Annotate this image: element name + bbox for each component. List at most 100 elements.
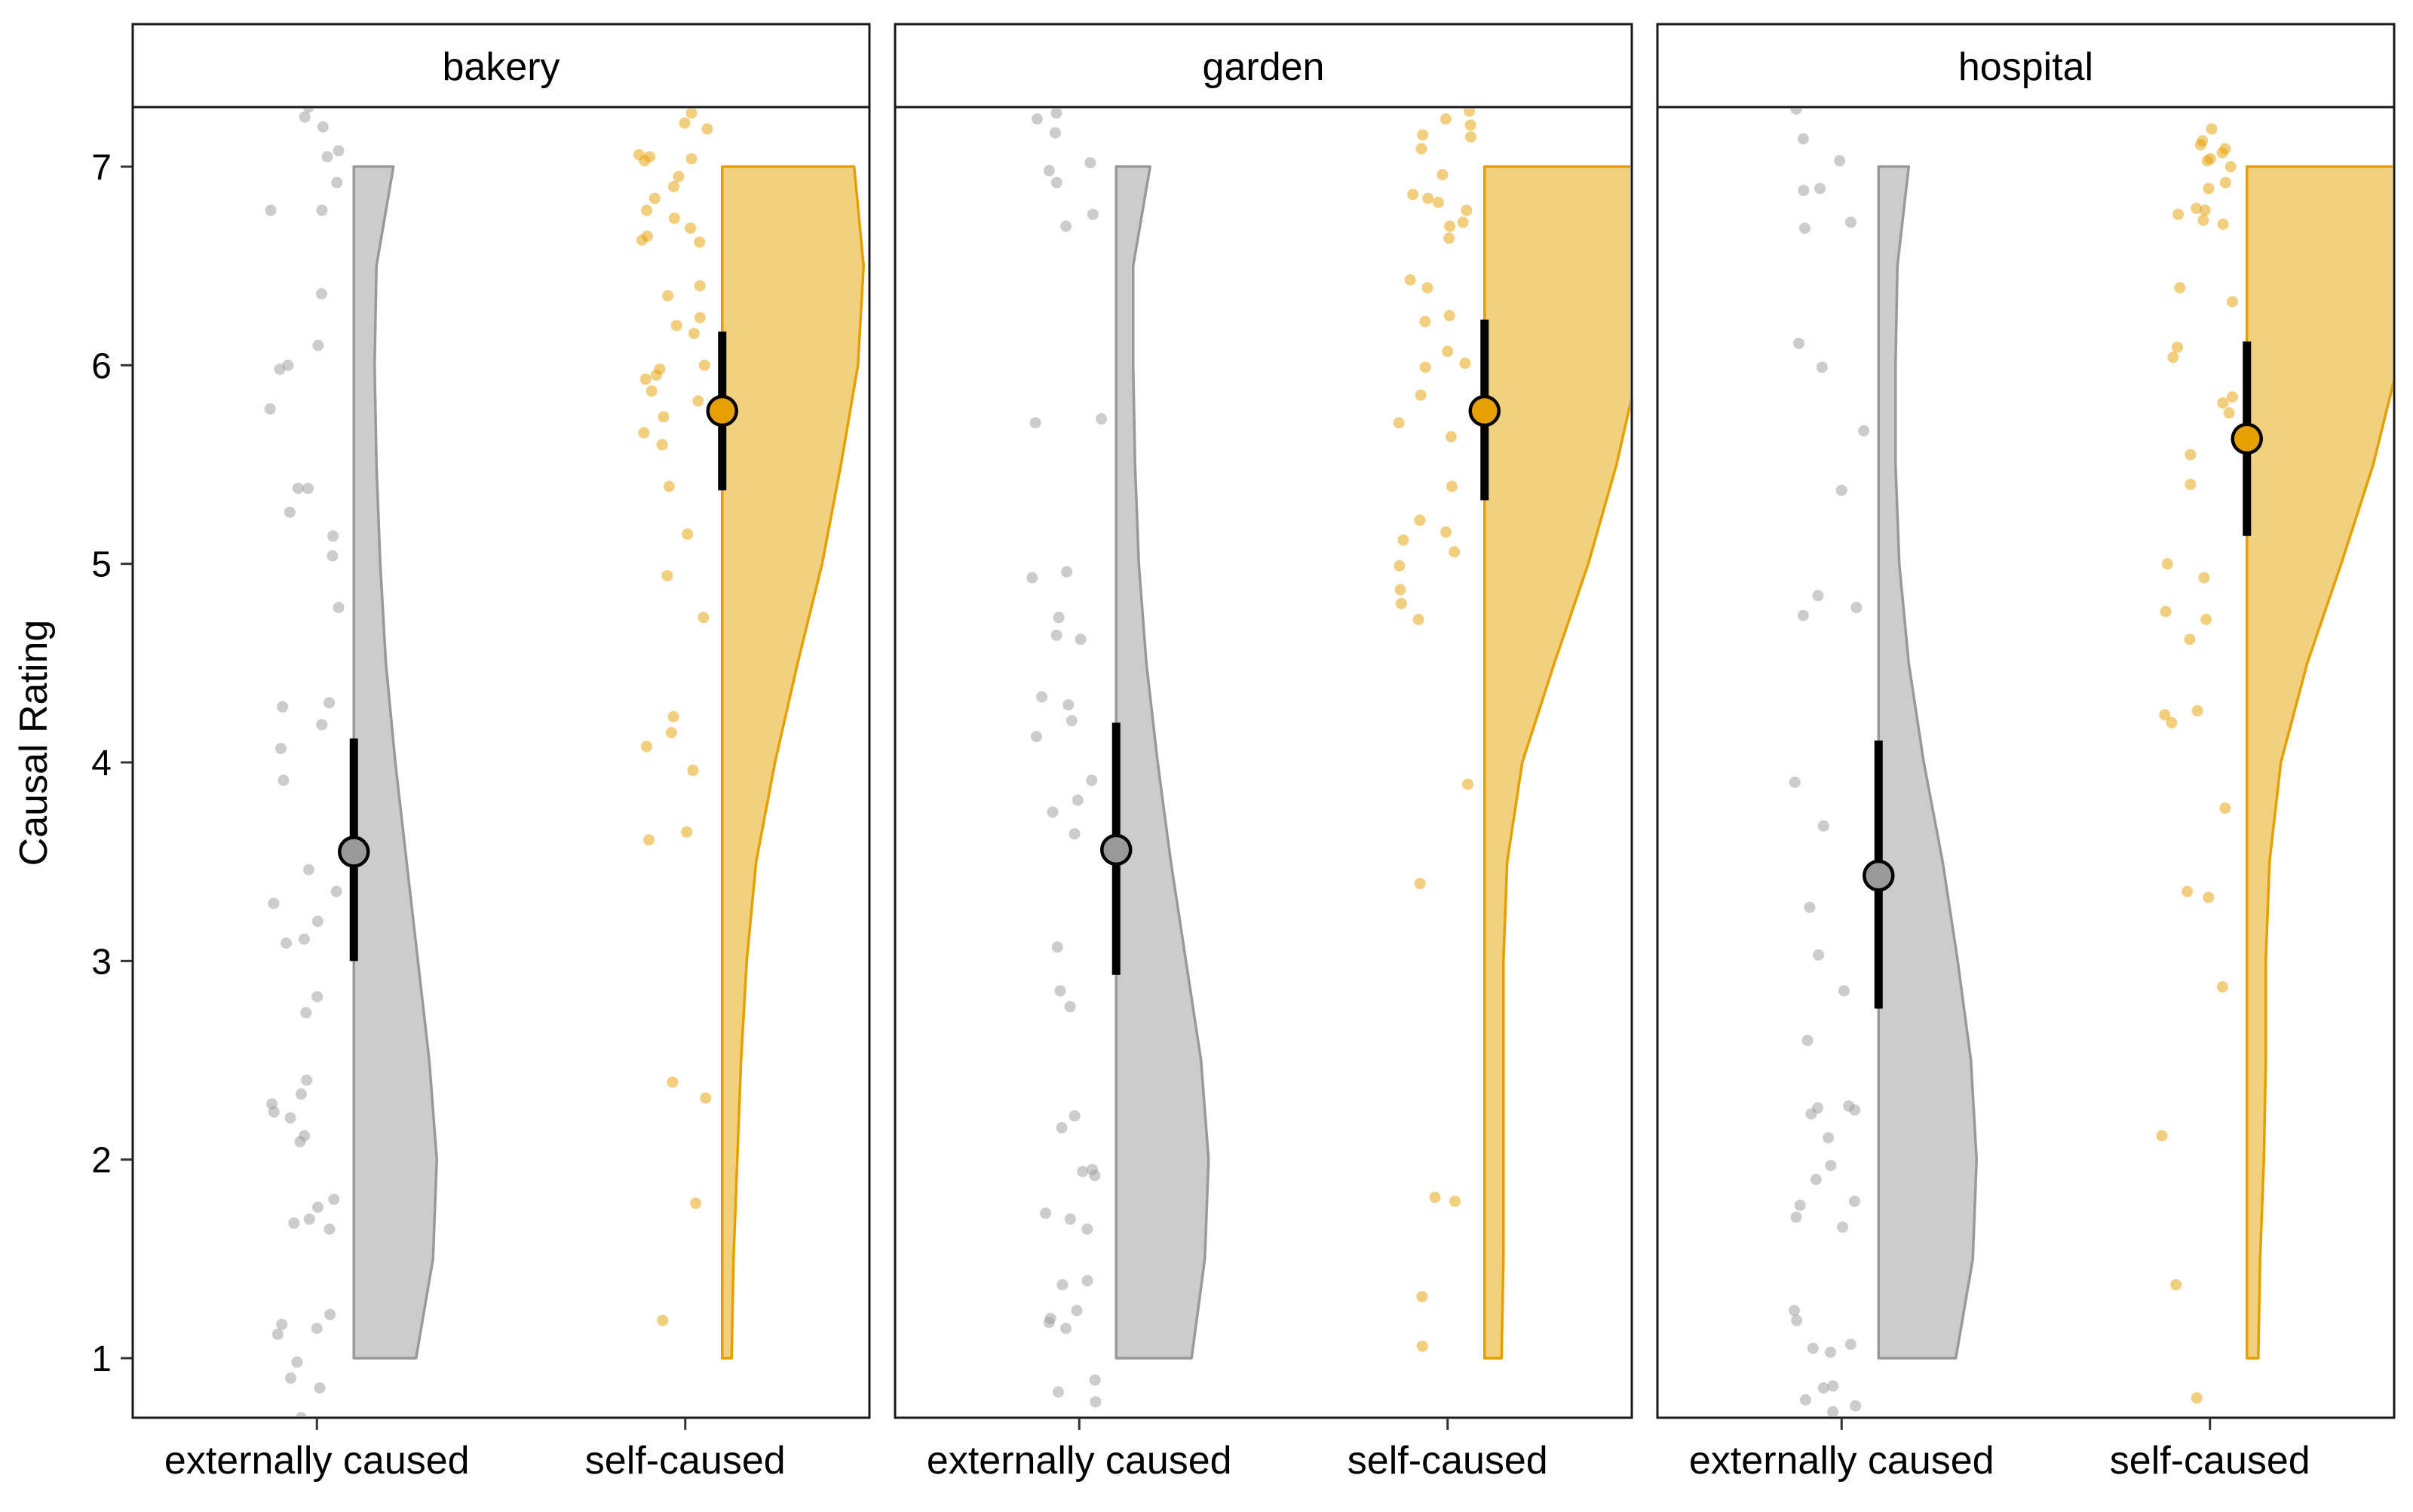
raw-point (2185, 449, 2197, 461)
panel-marks (1789, 109, 2393, 1416)
raw-point (1407, 189, 1419, 201)
raw-point (274, 743, 287, 755)
panel-marks (264, 109, 865, 1416)
y-tick-label: 3 (91, 942, 112, 982)
raw-point (685, 152, 698, 164)
raw-point (1060, 220, 1072, 232)
raw-point (1064, 1213, 1076, 1225)
y-tick-label: 2 (91, 1141, 112, 1181)
raw-point (2184, 633, 2196, 646)
raw-point (668, 212, 680, 224)
raw-point (1394, 584, 1406, 596)
facet-strip (894, 23, 1633, 109)
raw-point (2182, 885, 2194, 897)
raw-point (1414, 514, 1426, 526)
y-tick-label: 1 (91, 1339, 112, 1379)
raw-point (1417, 129, 1429, 141)
raw-point (2197, 214, 2209, 226)
raw-point (1060, 1323, 1072, 1334)
raw-point (1432, 196, 1444, 208)
raw-point (1090, 1396, 1102, 1408)
raw-point (2191, 1392, 2203, 1404)
raw-point (1836, 1221, 1848, 1233)
raw-point (2203, 891, 2215, 903)
raw-point (2216, 147, 2228, 159)
raw-point (281, 937, 293, 949)
raw-point (331, 176, 343, 189)
raw-point (2224, 161, 2237, 173)
half-violin-self-caused (2246, 165, 2393, 1360)
raw-point (2219, 176, 2231, 189)
raw-point (1446, 480, 1458, 492)
raw-point (1789, 776, 1801, 788)
raw-point (296, 1412, 307, 1416)
raw-point (1797, 609, 1809, 621)
raw-point (694, 236, 706, 248)
raw-point (1419, 315, 1431, 327)
raw-point (2159, 709, 2171, 721)
raw-point (271, 1328, 284, 1340)
raw-point (1807, 1342, 1819, 1354)
raw-point (1436, 169, 1449, 181)
raw-point (300, 1007, 312, 1019)
raw-point (1047, 806, 1059, 818)
raw-point (648, 192, 661, 204)
raw-point (1814, 182, 1826, 195)
facet-strip-label: bakery (442, 45, 560, 89)
raw-point (1813, 949, 1825, 961)
raw-point (294, 1136, 306, 1148)
raw-point (1805, 1108, 1817, 1120)
facet-strip-label: garden (1203, 45, 1325, 89)
raw-point (1850, 1400, 1862, 1412)
raw-point (323, 697, 336, 709)
raw-point (638, 427, 650, 439)
raw-point (662, 290, 674, 302)
raw-point (1810, 1173, 1822, 1185)
raw-point (2226, 296, 2238, 308)
raw-point (312, 339, 324, 351)
raw-point (2206, 123, 2218, 135)
mean-point (338, 836, 370, 868)
raw-point (1421, 282, 1433, 294)
raw-point (1089, 1374, 1101, 1386)
raw-point (295, 1088, 307, 1100)
raw-point (2166, 716, 2178, 728)
raw-point (2167, 351, 2179, 363)
raw-point (1443, 310, 1455, 321)
raw-point (2200, 613, 2212, 625)
facet-panel-hospital: hospital externally caused self-caused (1656, 23, 2396, 1483)
panel-marks (1026, 109, 1630, 1408)
raw-point (311, 991, 323, 1003)
facet-panel-bakery: bakery externally caused self-caused (131, 23, 871, 1483)
raw-point (264, 403, 276, 415)
facet-strip-label: hospital (1958, 45, 2093, 89)
raw-point (268, 897, 280, 909)
raw-point (681, 826, 693, 838)
raw-point (1075, 633, 1087, 646)
raw-point (1789, 1305, 1801, 1317)
raw-point (658, 411, 670, 423)
raw-point (670, 320, 682, 332)
y-tick-label: 6 (91, 346, 112, 386)
raw-point (1050, 109, 1062, 119)
raw-point (700, 1092, 712, 1104)
raw-point (1072, 794, 1084, 806)
raw-point (1064, 1001, 1076, 1013)
raw-point (1817, 820, 1829, 832)
raw-point (1089, 1170, 1101, 1182)
raw-point (1051, 941, 1063, 953)
raw-point (311, 1323, 323, 1334)
raw-point (1461, 204, 1473, 216)
raw-point (1026, 572, 1038, 584)
raw-point (1029, 417, 1041, 429)
raw-point (298, 933, 310, 945)
facet-panel-garden: garden externally caused self-caused (894, 23, 1633, 1483)
x-tick-label: self-caused (1348, 1439, 1548, 1483)
raw-point (1081, 1274, 1093, 1287)
x-tick-label: self-caused (2110, 1439, 2310, 1483)
raw-point (1823, 1132, 1835, 1144)
raw-point (1844, 1339, 1857, 1351)
raw-point (1084, 157, 1096, 169)
